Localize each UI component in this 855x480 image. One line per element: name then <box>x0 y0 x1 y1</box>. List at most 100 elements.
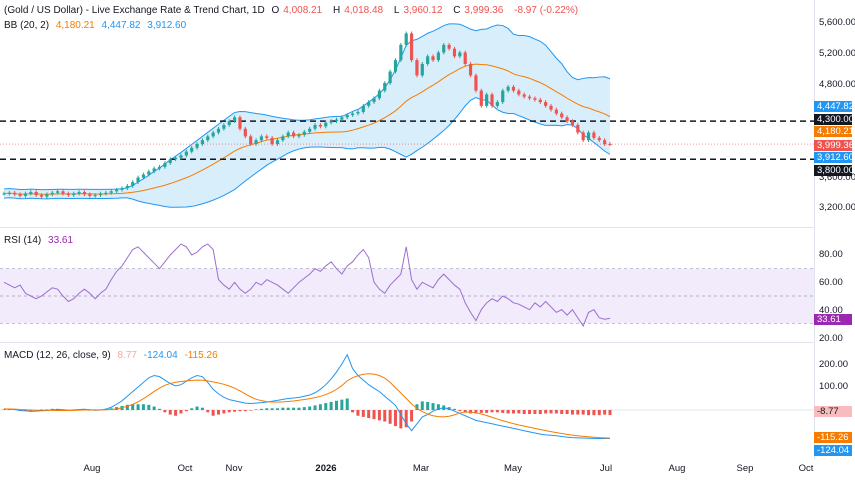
candle-body <box>538 99 542 103</box>
macd-histogram-bar <box>334 400 338 410</box>
rsi-label: RSI (14) <box>4 235 42 246</box>
macd-histogram-bar <box>592 410 596 416</box>
candle-body <box>18 194 22 196</box>
candle-body <box>399 44 403 61</box>
macd-histogram-bar <box>426 401 430 410</box>
candle-body <box>452 48 457 57</box>
candle-body <box>479 90 483 106</box>
candle-body <box>324 122 328 127</box>
candle-body <box>222 124 226 129</box>
time-tick: Mar <box>412 463 430 474</box>
candle-body <box>377 90 381 99</box>
candle-body <box>34 192 38 196</box>
candle-body <box>141 174 146 178</box>
ohlc-close: C 3,999.36 <box>453 5 504 16</box>
macd-histogram-bar <box>297 407 301 410</box>
candle-body <box>431 56 435 61</box>
candle-body <box>549 105 553 110</box>
candle-body <box>131 182 135 186</box>
main-legend: (Gold / US Dollar) - Live Exchange Rate … <box>4 5 582 17</box>
bb-lower-value: 3,912.60 <box>147 20 187 31</box>
macd-histogram-bar <box>533 410 537 415</box>
macd-histogram-bar <box>259 408 263 410</box>
macd-histogram-bar <box>211 410 215 416</box>
rsi-legend[interactable]: RSI (14) 33.61 <box>4 235 77 247</box>
last-price-badge: 3,999.36 <box>814 140 854 151</box>
candle-body <box>270 137 274 144</box>
rsi-tick: 80.00 <box>819 249 843 260</box>
macd-histogram-bar <box>404 410 408 428</box>
candle-body <box>147 171 151 175</box>
price-tick: 3,200.00 <box>819 202 855 213</box>
candle-body <box>249 136 253 144</box>
bb-legend[interactable]: BB (20, 2) 4,180.21 4,447.82 3,912.60 <box>4 20 190 32</box>
macd-histogram-bar <box>372 410 376 420</box>
macd-value: -124.04 <box>143 350 178 361</box>
macd-histogram-bar <box>152 406 156 410</box>
macd-legend[interactable]: MACD (12, 26, close, 9) 8.77 -124.04 -11… <box>4 350 222 362</box>
candle-body <box>286 132 290 137</box>
macd-histogram-bar <box>517 410 521 414</box>
macd-histogram-bar <box>528 410 532 415</box>
candle-body <box>168 159 172 164</box>
candle-body <box>506 86 510 91</box>
macd-histogram-bar <box>238 410 242 412</box>
macd-histogram-bar <box>270 408 274 410</box>
macd-histogram-bar <box>206 410 210 413</box>
macd-histogram-bar <box>393 410 397 427</box>
macd-signal-badge: -115.26 <box>814 432 852 443</box>
candle-body <box>608 144 612 145</box>
candle-body <box>436 52 440 61</box>
price-tick: 3,600.00 <box>819 172 855 183</box>
macd-histogram-bar <box>356 410 360 416</box>
macd-histogram-bar <box>292 407 296 410</box>
candle-body <box>350 113 355 116</box>
candle-body <box>313 124 317 129</box>
candle-body <box>442 44 446 53</box>
change-value: -8.97 (-0.22%) <box>514 5 579 16</box>
candle-body <box>233 117 237 122</box>
macd-histogram-bar <box>458 410 462 412</box>
candle-body <box>216 128 221 133</box>
macd-histogram-bar <box>243 410 247 412</box>
macd-histogram-bar <box>190 408 194 410</box>
macd-histogram-bar <box>45 409 49 410</box>
macd-histogram-bar <box>522 410 526 415</box>
level-4300-badge: 4,300.00 <box>814 114 854 125</box>
macd-histogram-bar <box>302 407 306 410</box>
pane-separator <box>0 227 814 228</box>
candle-body <box>227 121 231 125</box>
macd-histogram-bar <box>608 410 612 416</box>
candle-body <box>157 166 162 169</box>
candle-body <box>570 121 575 125</box>
macd-histogram-bar <box>233 410 237 412</box>
candle-body <box>61 191 65 194</box>
candle-body <box>554 109 558 114</box>
macd-histogram-bar <box>313 405 317 410</box>
candle-body <box>334 119 339 122</box>
candle-body <box>603 140 607 144</box>
macd-histogram-bar <box>399 410 403 429</box>
candle-body <box>356 111 360 114</box>
candle-body <box>511 86 516 91</box>
macd-histogram-bar <box>276 408 280 410</box>
candle-body <box>468 63 473 76</box>
macd-histogram-bar <box>581 410 585 415</box>
macd-histogram-bar <box>329 401 333 410</box>
candle-body <box>56 191 60 193</box>
candle-body <box>7 192 11 194</box>
candle-body <box>184 151 188 156</box>
candle-body <box>490 94 494 106</box>
candle-body <box>50 192 54 195</box>
bb-upper-value: 4,447.82 <box>101 20 141 31</box>
candle-body <box>23 193 28 196</box>
macd-histogram-bar <box>265 408 269 410</box>
candle-body <box>66 193 70 196</box>
macd-histogram-bar <box>23 410 27 411</box>
candle-body <box>447 44 451 49</box>
symbol-title[interactable]: (Gold / US Dollar) - Live Exchange Rate … <box>4 5 265 16</box>
candle-body <box>29 192 33 194</box>
level-3800-badge: 3,800.00 <box>814 165 854 176</box>
bb-basis-value: 4,180.21 <box>55 20 95 31</box>
macd-histogram-bar <box>281 407 285 410</box>
